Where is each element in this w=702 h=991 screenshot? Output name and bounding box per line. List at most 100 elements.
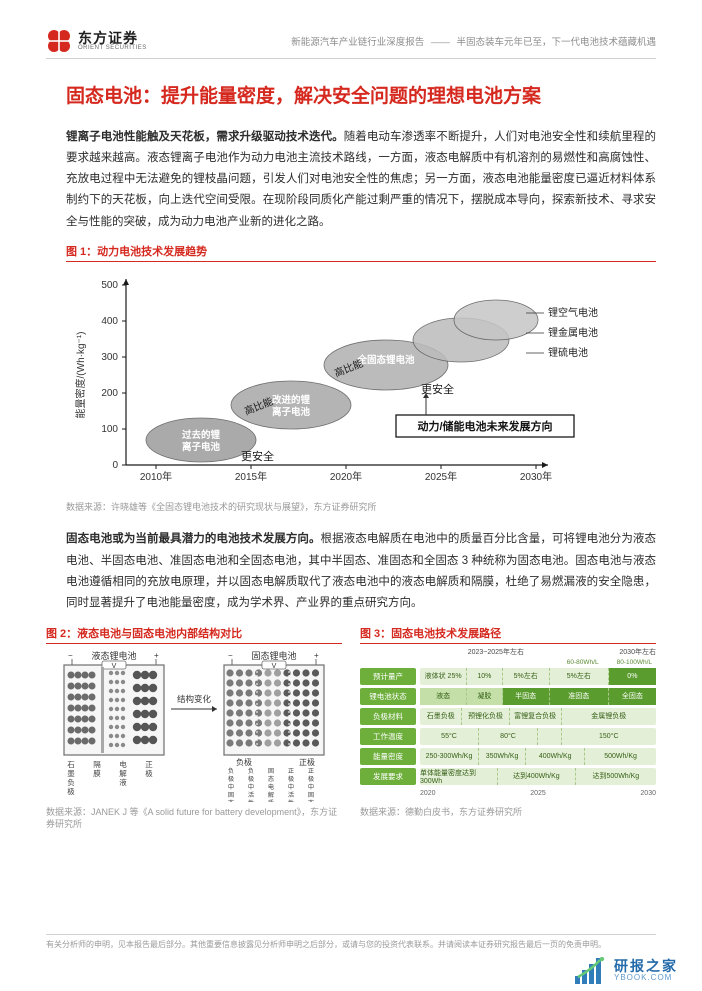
svg-text:墨: 墨 [67, 769, 75, 778]
fig3-segment: 250-300Wh/Kg [420, 748, 479, 765]
fig3-segment: 金属锂负极 [562, 708, 656, 725]
fig3-segment: 10% [467, 668, 502, 685]
svg-text:离子电池: 离子电池 [272, 406, 311, 418]
svg-text:更安全: 更安全 [241, 449, 274, 463]
fig3-row: 能量密度250-300Wh/Kg350Wh/Kg400Wh/Kg500Wh/Kg [360, 748, 656, 765]
fig3-segment: 液体状 25% [420, 668, 467, 685]
fig3-segment: 80°C [479, 728, 538, 745]
svg-text:极: 极 [248, 775, 254, 783]
svg-text:极: 极 [288, 775, 294, 783]
company-logo-icon [46, 28, 72, 54]
svg-text:质: 质 [268, 799, 274, 802]
watermark: 研报之家 YBOOK.COM [574, 957, 678, 985]
page-header: 东方证券 ORIENT SECURITIES 新能源汽车产业链行业深度报告 ——… [46, 28, 656, 59]
svg-text:固态锂电池: 固态锂电池 [251, 650, 296, 661]
fig3-segment: 150°C [562, 728, 656, 745]
fig3-segment: 预锂化负极 [462, 708, 509, 725]
fig3-segment [538, 728, 562, 745]
svg-text:2030年: 2030年 [520, 470, 552, 483]
svg-text:正: 正 [288, 768, 294, 775]
svg-text:极: 极 [145, 768, 153, 778]
para2-lead: 固态电池或为当前最具潜力的电池技术发展方向。 [66, 533, 321, 545]
svg-text:态: 态 [228, 799, 234, 802]
svg-text:中: 中 [248, 783, 254, 791]
fig1-source: 数据来源：许晓雄等《全固态锂电池技术的研究现状与展望》，东方证券研究所 [46, 501, 656, 514]
svg-text:100: 100 [101, 424, 118, 435]
fig3-segment: 500Wh/Kg [585, 748, 656, 765]
svg-text:石: 石 [67, 760, 75, 769]
svg-text:300: 300 [101, 352, 118, 363]
figure-row: 图 2：液态电池与固态电池内部结构对比 液态锂电池固态锂电池V−+V−+结构变化… [46, 625, 656, 831]
logo-text-en: ORIENT SECURITIES [78, 45, 147, 51]
fig3-row: 负极材料石墨负极预锂化负极富锂复合负极金属锂负极 [360, 708, 656, 725]
svg-text:2025年: 2025年 [425, 470, 457, 483]
watermark-icon [574, 957, 608, 985]
fig3-track: 液态凝胶半固态准固态全固态 [420, 688, 656, 705]
fig3-track: 液体状 25%10%5%左右5%左右0% [420, 668, 656, 685]
svg-text:固: 固 [268, 768, 274, 775]
svg-text:解: 解 [268, 791, 274, 799]
fig3-title: 图 3：固态电池技术发展路径 [360, 625, 656, 641]
fig3-track: 单体能量密度达到300Wh达到400Wh/Kg达到500Wh/Kg [420, 768, 656, 785]
svg-text:改进的锂: 改进的锂 [272, 394, 311, 406]
svg-text:0: 0 [112, 460, 118, 471]
svg-text:固: 固 [228, 792, 234, 799]
svg-text:正: 正 [145, 760, 153, 769]
svg-text:400: 400 [101, 316, 118, 327]
svg-text:隔: 隔 [93, 760, 101, 769]
svg-text:过去的锂: 过去的锂 [182, 429, 221, 441]
svg-text:锂硫电池: 锂硫电池 [548, 346, 588, 359]
svg-text:电: 电 [119, 759, 127, 769]
fig3-segment: 0% [609, 668, 656, 685]
fig2-title: 图 2：液态电池与固态电池内部结构对比 [46, 625, 342, 641]
fig3-source: 数据来源：德勤白皮书，东方证券研究所 [360, 806, 656, 819]
fig3-timeline: 2023~2025年左右2030年左右 [360, 647, 656, 659]
header-sub-right: 半固态装车元年已至，下一代电池技术蕴藏机遇 [456, 37, 656, 48]
svg-text:2010年: 2010年 [140, 470, 172, 483]
fig3-row: 发展要求单体能量密度达到300Wh达到400Wh/Kg达到500Wh/Kg [360, 768, 656, 785]
svg-text:活: 活 [288, 791, 294, 799]
paragraph-2: 固态电池或为当前最具潜力的电池技术发展方向。根据液态电解质在电池中的质量百分比含… [66, 529, 656, 614]
fig3-row-label: 发展要求 [360, 768, 416, 785]
svg-text:能量密度/(Wh·kg⁻¹): 能量密度/(Wh·kg⁻¹) [74, 331, 87, 418]
svg-text:液态锂电池: 液态锂电池 [91, 650, 136, 661]
svg-text:锂空气电池: 锂空气电池 [548, 306, 598, 319]
footer-disclaimer: 有关分析师的申明，见本报告最后部分。其他重要信息披露见分析师申明之后部分，或请与… [46, 934, 656, 951]
watermark-cn: 研报之家 [614, 959, 678, 974]
svg-text:正: 正 [308, 768, 314, 775]
header-subtitle: 新能源汽车产业链行业深度报告 —— 半固态装车元年已至，下一代电池技术蕴藏机遇 [291, 34, 656, 48]
svg-text:负: 负 [67, 777, 75, 787]
fig3-segment: 5%左右 [550, 668, 609, 685]
fig3-segment: 半固态 [503, 688, 550, 705]
watermark-url: YBOOK.COM [614, 974, 678, 983]
fig2-chart: 液态锂电池固态锂电池V−+V−+结构变化负极正极石墨负极隔膜电解液正极负极中固态… [46, 647, 342, 802]
fig1-chart: 0 100 200 300 400 500 2010年 2015年 2020年 2025年 2030… [66, 265, 626, 495]
fig3-column: 图 3：固态电池技术发展路径 2023~2025年左右2030年左右60-80W… [360, 625, 656, 831]
svg-text:500: 500 [101, 280, 118, 291]
svg-text:负: 负 [248, 767, 254, 775]
svg-text:极: 极 [67, 786, 75, 796]
fig3-track: 石墨负极预锂化负极富锂复合负极金属锂负极 [420, 708, 656, 725]
svg-text:锂金属电池: 锂金属电池 [548, 326, 598, 339]
svg-text:态: 态 [268, 775, 274, 783]
fig3-row-label: 锂电池状态 [360, 688, 416, 705]
fig3-segment: 凝胶 [467, 688, 502, 705]
svg-text:200: 200 [101, 388, 118, 399]
fig3-segment: 400Wh/Kg [526, 748, 585, 765]
fig3-row: 工作温度55°C80°C150°C [360, 728, 656, 745]
svg-text:结构变化: 结构变化 [177, 694, 212, 704]
svg-text:2020年: 2020年 [330, 470, 362, 483]
fig3-segment: 石墨负极 [420, 708, 462, 725]
fig3-segment: 准固态 [550, 688, 609, 705]
fig1-title: 图 1：动力电池技术发展趋势 [46, 243, 656, 259]
fig3-segment: 单体能量密度达到300Wh [420, 768, 498, 785]
fig3-track: 55°C80°C150°C [420, 728, 656, 745]
para1-body: 随着电动车渗透率不断提升，人们对电池安全性和续航里程的要求越来越高。液态锂离子电… [66, 131, 656, 228]
svg-text:性: 性 [288, 799, 294, 802]
fig3-track: 250-300Wh/Kg350Wh/Kg400Wh/Kg500Wh/Kg [420, 748, 656, 765]
fig3-row: 预计量产液体状 25%10%5%左右5%左右0% [360, 668, 656, 685]
svg-text:2015年: 2015年 [235, 470, 267, 483]
fig3-segment: 350Wh/Kg [479, 748, 526, 765]
svg-text:V: V [272, 663, 277, 670]
svg-text:正极: 正极 [299, 757, 315, 767]
